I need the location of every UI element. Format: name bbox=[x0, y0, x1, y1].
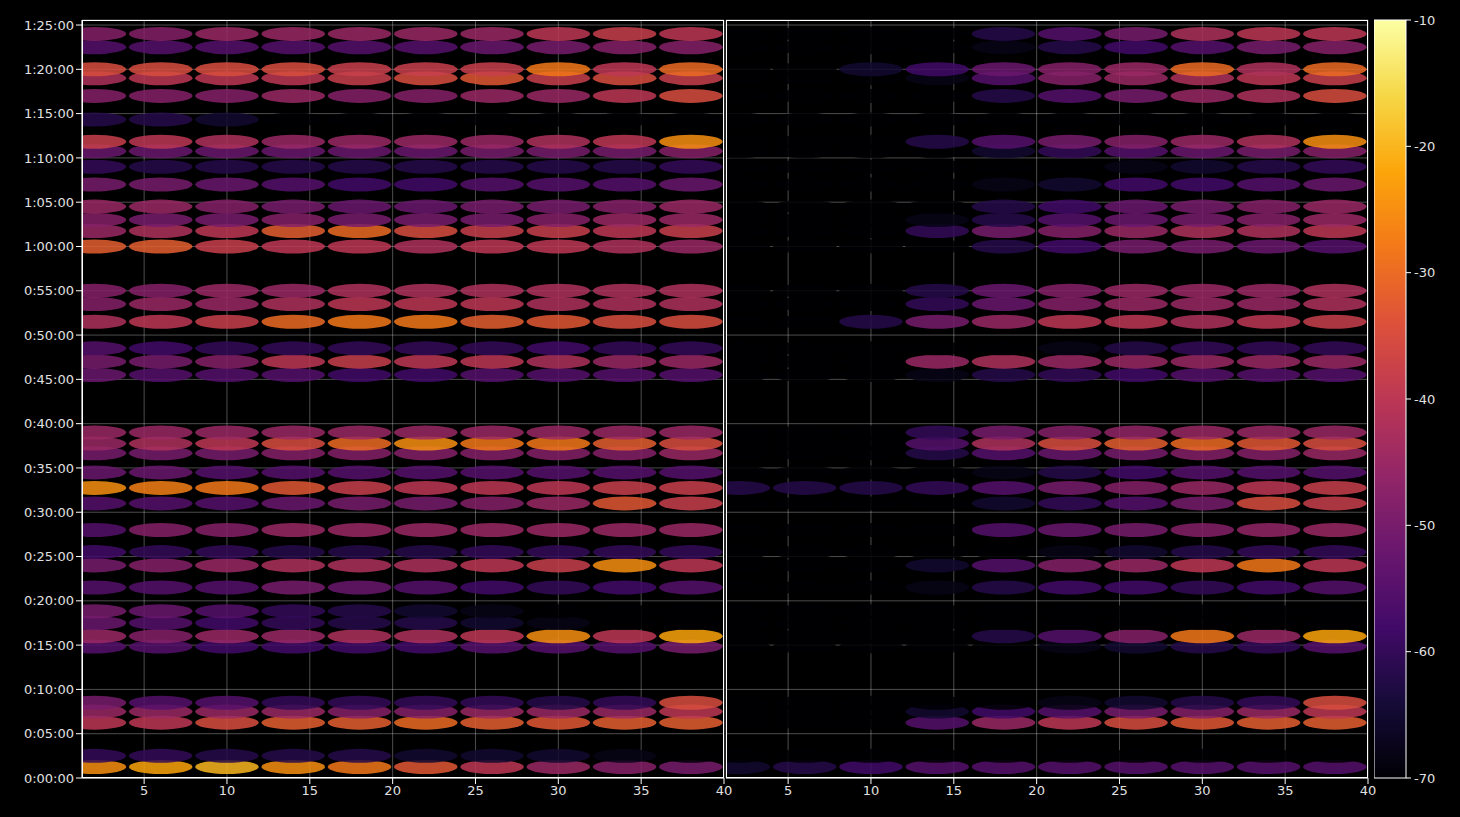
svg-text:0:50:00: 0:50:00 bbox=[24, 328, 74, 343]
svg-text:0:55:00: 0:55:00 bbox=[24, 283, 74, 298]
svg-text:10: 10 bbox=[863, 783, 880, 798]
svg-text:-20: -20 bbox=[1414, 139, 1435, 154]
svg-text:0:10:00: 0:10:00 bbox=[24, 682, 74, 697]
svg-text:35: 35 bbox=[633, 783, 650, 798]
svg-text:-10: -10 bbox=[1414, 13, 1435, 28]
svg-text:40: 40 bbox=[716, 783, 733, 798]
svg-text:-30: -30 bbox=[1414, 265, 1435, 280]
svg-text:0:40:00: 0:40:00 bbox=[24, 416, 74, 431]
svg-text:40: 40 bbox=[1360, 783, 1377, 798]
svg-text:0:20:00: 0:20:00 bbox=[24, 593, 74, 608]
svg-text:0:45:00: 0:45:00 bbox=[24, 372, 74, 387]
svg-text:1:20:00: 1:20:00 bbox=[24, 62, 74, 77]
svg-text:-60: -60 bbox=[1414, 644, 1435, 659]
svg-text:0:00:00: 0:00:00 bbox=[24, 771, 74, 786]
svg-text:0:15:00: 0:15:00 bbox=[24, 638, 74, 653]
svg-text:30: 30 bbox=[1194, 783, 1211, 798]
svg-text:25: 25 bbox=[1111, 783, 1128, 798]
svg-text:25: 25 bbox=[467, 783, 484, 798]
svg-text:0:30:00: 0:30:00 bbox=[24, 505, 74, 520]
svg-text:-40: -40 bbox=[1414, 392, 1435, 407]
svg-text:5: 5 bbox=[140, 783, 148, 798]
svg-text:35: 35 bbox=[1277, 783, 1294, 798]
svg-text:0:35:00: 0:35:00 bbox=[24, 461, 74, 476]
svg-text:1:05:00: 1:05:00 bbox=[24, 195, 74, 210]
svg-text:1:10:00: 1:10:00 bbox=[24, 151, 74, 166]
svg-text:15: 15 bbox=[946, 783, 963, 798]
svg-text:-50: -50 bbox=[1414, 518, 1435, 533]
svg-text:-70: -70 bbox=[1414, 771, 1435, 786]
svg-text:1:25:00: 1:25:00 bbox=[24, 18, 74, 33]
svg-text:15: 15 bbox=[302, 783, 319, 798]
svg-text:1:00:00: 1:00:00 bbox=[24, 239, 74, 254]
svg-text:10: 10 bbox=[219, 783, 236, 798]
svg-text:20: 20 bbox=[384, 783, 401, 798]
svg-text:0:05:00: 0:05:00 bbox=[24, 726, 74, 741]
svg-text:20: 20 bbox=[1028, 783, 1045, 798]
svg-text:0:25:00: 0:25:00 bbox=[24, 549, 74, 564]
svg-text:5: 5 bbox=[784, 783, 792, 798]
svg-text:30: 30 bbox=[550, 783, 567, 798]
svg-text:1:15:00: 1:15:00 bbox=[24, 106, 74, 121]
